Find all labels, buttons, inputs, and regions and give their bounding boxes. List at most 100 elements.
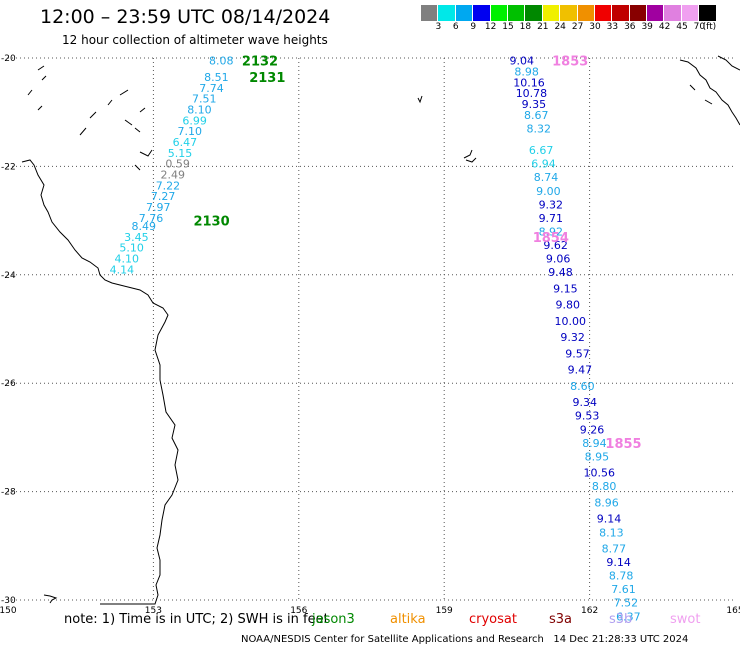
colorbar-swatch <box>542 5 561 21</box>
colorbar-label: 21 <box>537 22 549 32</box>
wave-height-value: 8.74 <box>534 171 559 184</box>
wave-height-value: 8.13 <box>599 526 624 539</box>
colorbar-swatch <box>455 5 474 21</box>
wave-height-value: 8.92 <box>539 225 564 238</box>
colorbar-label: 3 <box>435 22 442 32</box>
wave-height-value: 7.76 <box>139 212 164 225</box>
y-tick-label: -20 <box>1 54 16 64</box>
x-tick-label: 162 <box>581 606 598 616</box>
x-tick-label: 150 <box>0 606 17 616</box>
page-title: 12:00 – 23:59 UTC 08/14/2024 <box>40 6 331 28</box>
wave-height-value: 7.22 <box>156 179 181 192</box>
colorbar-label: 33 <box>606 22 619 32</box>
render-timestamp: 14 Dec 21:28:33 UTC 2024 <box>553 634 689 645</box>
wave-height-value: 7.74 <box>199 82 224 95</box>
track-time-label: 1853 <box>552 55 588 70</box>
y-tick-label: -22 <box>1 162 16 172</box>
credit-line: NOAA/NESDIS Center for Satellite Applica… <box>241 634 688 645</box>
wave-height-value: 9.14 <box>606 556 631 569</box>
wave-height-value: 9.35 <box>522 98 547 111</box>
track-time-label: 2132 <box>242 55 278 70</box>
colorbar-swatch <box>612 5 630 21</box>
colorbar-swatch <box>577 5 595 21</box>
colorbar-swatch <box>647 5 665 21</box>
colorbar-swatch <box>699 5 717 21</box>
y-tick-label: -26 <box>1 379 16 389</box>
wave-height-value: 4.10 <box>114 253 139 266</box>
wave-height-value: 10.78 <box>516 87 548 100</box>
wave-height-value: 4.14 <box>110 263 135 276</box>
colorbar-label: 15 <box>502 22 514 32</box>
wave-height-value: 9.14 <box>597 513 622 526</box>
wave-height-value: 9.62 <box>543 239 568 252</box>
y-tick-label: -28 <box>1 488 16 498</box>
coastline <box>21 55 740 605</box>
wave-height-value: 6.99 <box>182 114 207 127</box>
vanuatu-outline <box>417 55 740 126</box>
wave-height-value: 8.60 <box>570 380 595 393</box>
wave-height-value: 8.80 <box>592 480 617 493</box>
wave-height-value: 9.48 <box>548 266 573 279</box>
colorbar-swatch <box>664 5 682 21</box>
wave-height-value: 0.59 <box>165 158 190 171</box>
colorbar-label: 24 <box>554 22 566 32</box>
wave-height-value: 9.80 <box>556 299 581 312</box>
legend-swot: swot <box>670 612 701 627</box>
wave-height-value: 8.98 <box>514 66 539 79</box>
wave-height-value: 8.95 <box>585 450 610 463</box>
colorbar-label: 70 <box>693 22 706 32</box>
wave-height-value: 8.94 <box>582 437 607 450</box>
wave-height-value: 9.47 <box>568 364 593 377</box>
wave-height-value: 7.61 <box>611 583 636 596</box>
colorbar-swatch <box>681 5 700 21</box>
colorbar-swatch <box>473 5 491 21</box>
wave-height-value: 8.77 <box>602 543 627 556</box>
wave-height-value: 10.00 <box>554 315 586 328</box>
axis-tick-labels: 150 153 156 159 162 165 -20 -22 -24 -26 -28 -30 <box>0 54 740 616</box>
wave-height-value: 9.00 <box>536 185 561 198</box>
wave-height-value: 8.67 <box>524 109 549 122</box>
wave-height-value: 5.15 <box>168 147 193 160</box>
x-tick-label: 156 <box>290 606 307 616</box>
y-tick-label: -24 <box>1 271 16 281</box>
wave-height-value: 6.47 <box>173 136 198 149</box>
colorbar-swatch <box>421 5 439 21</box>
legend-cryosat: cryosat <box>469 612 517 627</box>
wave-height-value: 6.67 <box>529 144 554 157</box>
page-subtitle: 12 hour collection of altimeter wave hei… <box>62 33 328 47</box>
x-tick-label: 165 <box>726 606 740 616</box>
colorbar-label: 18 <box>519 22 532 32</box>
wave-height-value: 8.51 <box>204 71 229 84</box>
colorbar-label: 42 <box>658 22 671 32</box>
lat-lon-grid <box>8 57 735 601</box>
track-time-label: 2130 <box>193 215 229 230</box>
x-tick-label: 153 <box>145 606 162 616</box>
wave-height-value: 9.57 <box>565 347 590 360</box>
colorbar-swatch <box>490 5 508 21</box>
wave-height-value: 9.53 <box>575 410 600 423</box>
colorbar-label: (ft) <box>702 22 717 32</box>
wave-height-value: 10.16 <box>513 76 545 89</box>
wave-height-value: 3.45 <box>124 231 149 244</box>
wave-height-value: 6.37 <box>616 610 641 623</box>
wave-height-value: 7.27 <box>151 190 176 203</box>
wave-height-value: 9.34 <box>573 396 598 409</box>
colorbar-label: 45 <box>676 22 688 32</box>
wave-height-colorbar <box>421 5 717 21</box>
wave-height-points: 8.08 8.517.747.518.106.997.106.475.150.59… <box>110 55 641 624</box>
colorbar-label: 9 <box>470 22 477 32</box>
wave-height-value: 6.94 <box>531 158 556 171</box>
wave-height-value: 9.04 <box>509 55 534 68</box>
colorbar-swatch <box>629 5 648 21</box>
wave-height-value: 7.51 <box>192 93 217 106</box>
legend-s3a: s3a <box>549 612 573 627</box>
wave-height-value: 9.71 <box>539 212 564 225</box>
wave-height-value: 9.32 <box>539 198 564 211</box>
colorbar-swatch <box>525 5 543 21</box>
legend-s3b: s3b <box>609 612 633 627</box>
wave-height-value: 9.26 <box>580 423 605 436</box>
wave-height-value: 7.10 <box>178 125 203 138</box>
wave-height-value: 8.08 <box>209 55 234 68</box>
colorbar-swatch <box>438 5 456 21</box>
